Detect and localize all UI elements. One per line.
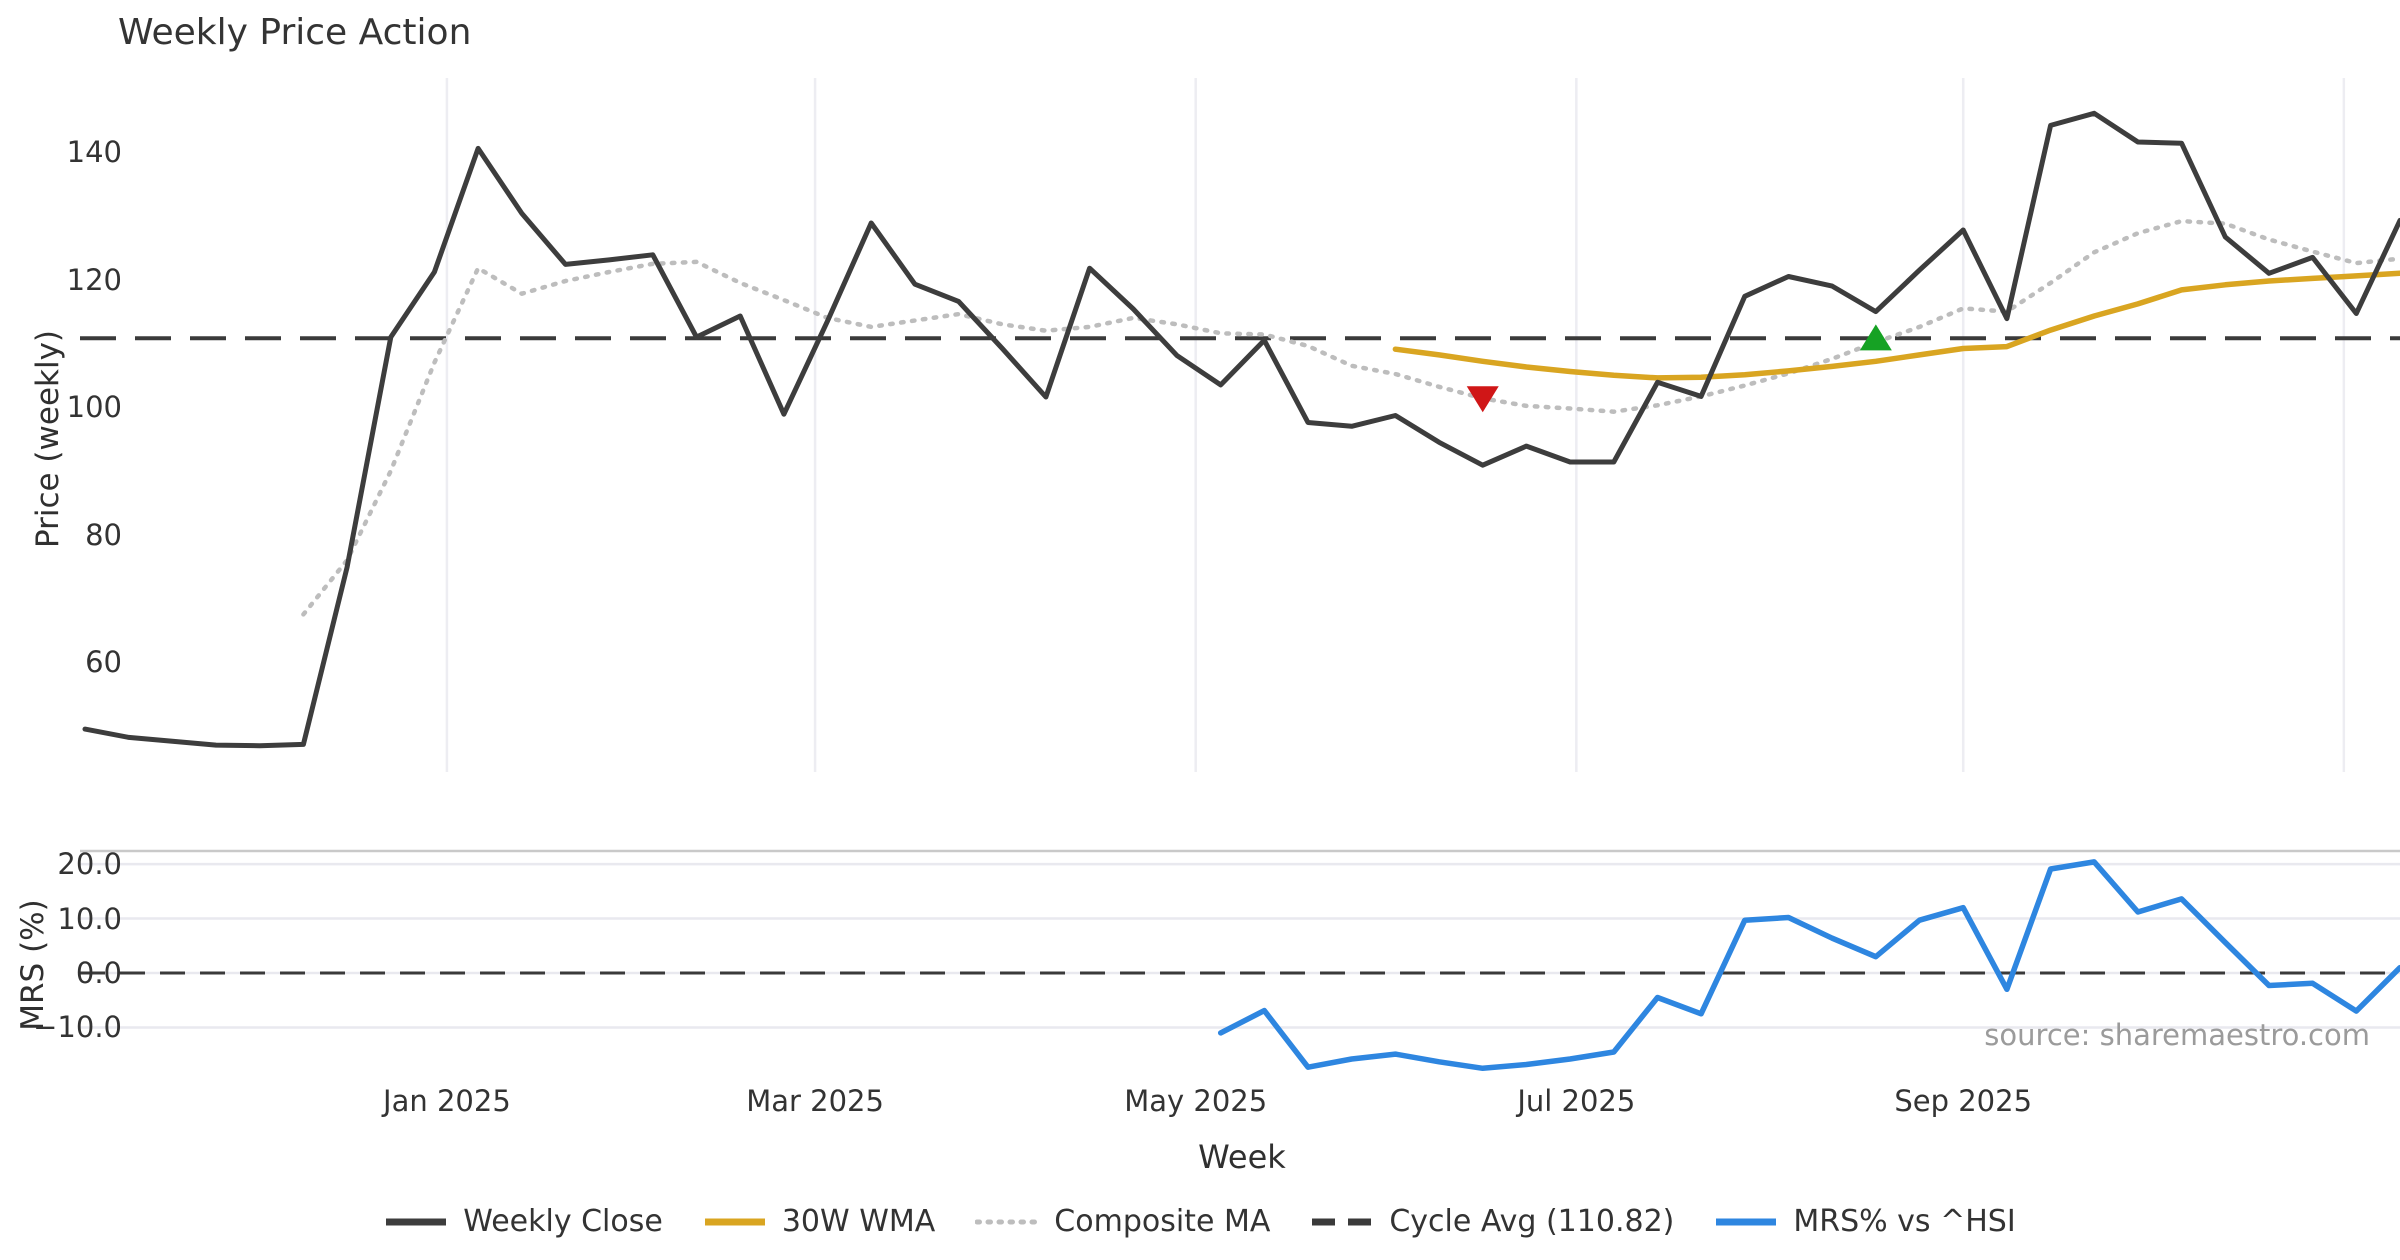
legend-item-mrs-vs-hsi: MRS% vs ^HSI — [1714, 1204, 2016, 1239]
legend-label: Weekly Close — [463, 1204, 663, 1239]
week-axis-label: Week — [1198, 1138, 1286, 1176]
x-tick-label: Sep 2025 — [1894, 1084, 2033, 1118]
legend-label: 30W WMA — [781, 1204, 936, 1239]
legend-item-cycle-avg-110-82-: Cycle Avg (110.82) — [1310, 1204, 1674, 1239]
x-tick-label: Mar 2025 — [746, 1084, 884, 1118]
legend-item-composite-ma: Composite MA — [975, 1204, 1270, 1239]
price-tick-label: 100 — [66, 390, 122, 425]
source-note: source: sharemaestro.com — [1984, 1018, 2370, 1052]
chart-title: Weekly Price Action — [118, 12, 472, 53]
legend-label: Cycle Avg (110.82) — [1389, 1204, 1675, 1239]
legend-label: Composite MA — [1054, 1204, 1271, 1239]
price-tick-label: 60 — [85, 645, 122, 680]
price-tick-label: 140 — [66, 135, 122, 170]
legend-swatch — [1312, 1218, 1373, 1225]
mrs-tick-label: 20.0 — [57, 847, 122, 882]
legend: Weekly Close 30W WMA Composite MA Cycle Avg… — [0, 1204, 2400, 1239]
legend-item-30w-wma: 30W WMA — [703, 1204, 935, 1239]
mrs-tick-label: 10.0 — [57, 901, 122, 936]
buy-marker — [1859, 324, 1892, 351]
mrs-tick-label: −10.0 — [33, 1010, 122, 1045]
price-tick-label: 120 — [66, 262, 122, 297]
price-axis-label: Price (weekly) — [30, 329, 66, 549]
legend-swatch — [386, 1218, 447, 1225]
x-tick-label: Jul 2025 — [1517, 1084, 1636, 1118]
legend-swatch — [704, 1218, 765, 1225]
legend-label: MRS% vs ^HSI — [1793, 1204, 2016, 1239]
legend-swatch — [975, 1219, 1040, 1224]
legend-item-weekly-close: Weekly Close — [384, 1204, 663, 1239]
x-tick-label: May 2025 — [1124, 1084, 1268, 1118]
mrs-tick-label: 0.0 — [75, 956, 122, 990]
x-tick-label: Jan 2025 — [383, 1084, 511, 1118]
legend-swatch — [1716, 1218, 1777, 1225]
price-tick-label: 80 — [85, 517, 122, 552]
sell-marker — [1466, 386, 1499, 413]
